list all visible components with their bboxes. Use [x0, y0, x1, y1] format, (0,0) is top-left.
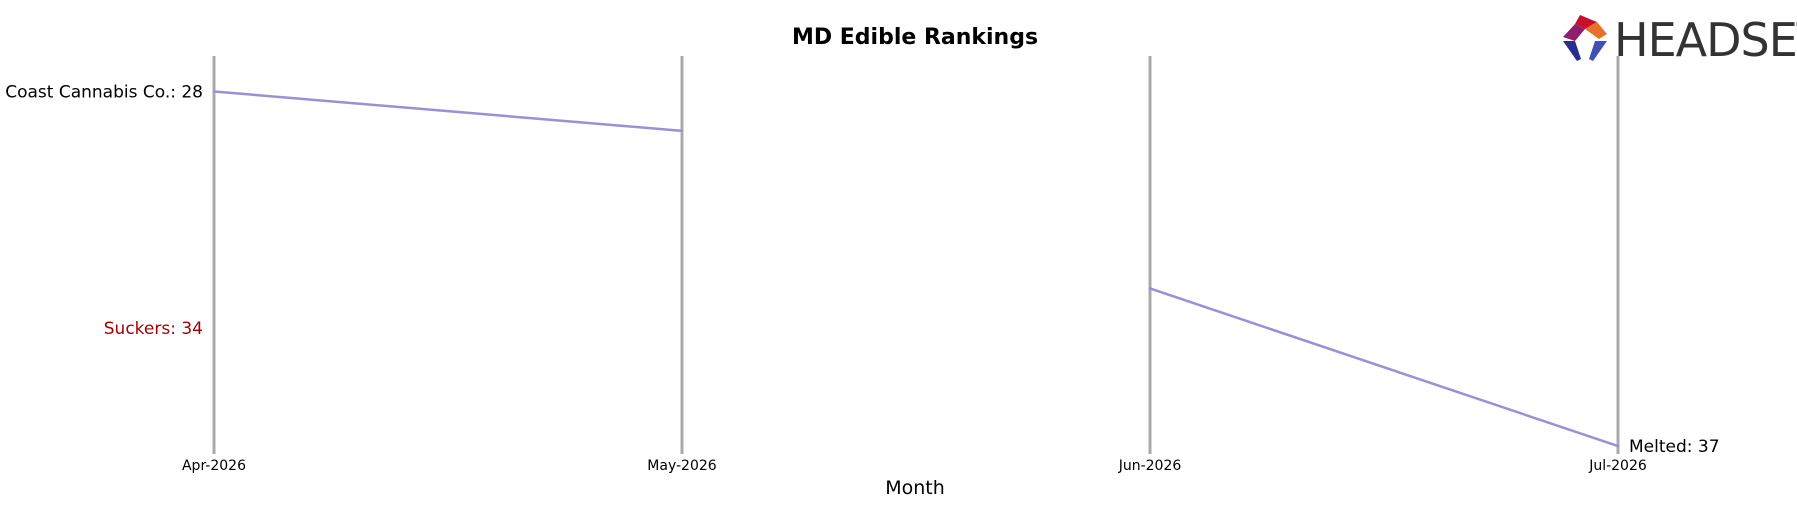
annotation-melted: Melted: 37	[1629, 437, 1720, 457]
series-1-segment-1	[214, 91, 682, 130]
headset-logo-icon	[1563, 15, 1607, 61]
rank-annotations: Coast Cannabis Co.: 28 Suckers: 34 Melted:…	[5, 82, 1719, 457]
series-lines	[214, 91, 1618, 446]
headset-logo-text: HEADSET	[1614, 13, 1797, 67]
headset-logo: HEADSET	[1563, 13, 1797, 67]
x-tick-label-jun-2026: Jun-2026	[1118, 458, 1182, 474]
chart-title: MD Edible Rankings	[792, 25, 1038, 50]
x-tick-labels: Apr-2026 May-2026 Jun-2026 Jul-2026	[182, 458, 1647, 474]
series-2-segment-1	[1150, 288, 1618, 446]
annotation-suckers: Suckers: 34	[104, 319, 203, 339]
x-tick-label-apr-2026: Apr-2026	[182, 458, 246, 474]
x-tick-label-may-2026: May-2026	[647, 458, 716, 474]
month-axes	[214, 56, 1618, 454]
x-tick-label-jul-2026: Jul-2026	[1588, 458, 1647, 474]
x-axis-label: Month	[885, 477, 945, 499]
annotation-coast-cannabis-co: Coast Cannabis Co.: 28	[5, 82, 203, 102]
